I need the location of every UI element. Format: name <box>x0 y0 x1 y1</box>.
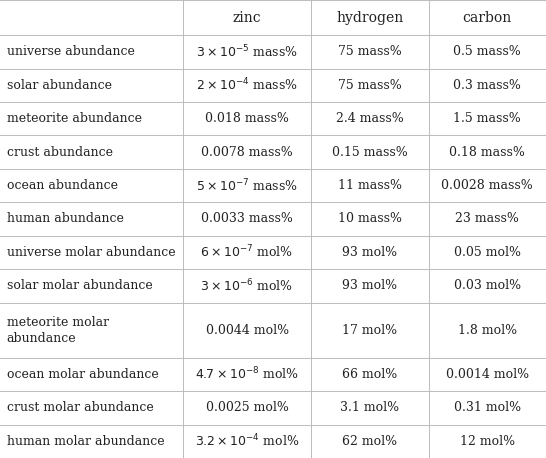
Text: solar abundance: solar abundance <box>7 79 111 92</box>
Text: 0.018 mass%: 0.018 mass% <box>205 112 289 125</box>
Text: 10 mass%: 10 mass% <box>338 213 402 225</box>
Text: 0.0025 mol%: 0.0025 mol% <box>206 401 288 414</box>
Text: 0.0078 mass%: 0.0078 mass% <box>201 146 293 158</box>
Text: meteorite abundance: meteorite abundance <box>7 112 141 125</box>
Text: solar molar abundance: solar molar abundance <box>7 279 152 292</box>
Text: 11 mass%: 11 mass% <box>338 179 402 192</box>
Text: $2\times10^{-4}$ mass%: $2\times10^{-4}$ mass% <box>196 77 298 93</box>
Text: 62 mol%: 62 mol% <box>342 435 397 448</box>
Text: $3\times10^{-6}$ mol%: $3\times10^{-6}$ mol% <box>200 278 294 294</box>
Text: carbon: carbon <box>462 11 512 25</box>
Text: $3\times10^{-5}$ mass%: $3\times10^{-5}$ mass% <box>196 44 298 60</box>
Text: universe abundance: universe abundance <box>7 45 134 58</box>
Text: 93 mol%: 93 mol% <box>342 279 397 292</box>
Text: 0.0014 mol%: 0.0014 mol% <box>446 368 529 381</box>
Text: crust abundance: crust abundance <box>7 146 112 158</box>
Text: ocean abundance: ocean abundance <box>7 179 117 192</box>
Text: 75 mass%: 75 mass% <box>338 79 402 92</box>
Text: 1.8 mol%: 1.8 mol% <box>458 324 517 337</box>
Text: 93 mol%: 93 mol% <box>342 246 397 259</box>
Text: 23 mass%: 23 mass% <box>455 213 519 225</box>
Text: 0.0028 mass%: 0.0028 mass% <box>441 179 533 192</box>
Text: 0.0033 mass%: 0.0033 mass% <box>201 213 293 225</box>
Text: 0.15 mass%: 0.15 mass% <box>332 146 408 158</box>
Text: 0.05 mol%: 0.05 mol% <box>454 246 521 259</box>
Text: 0.5 mass%: 0.5 mass% <box>453 45 521 58</box>
Text: 17 mol%: 17 mol% <box>342 324 397 337</box>
Text: $3.2\times10^{-4}$ mol%: $3.2\times10^{-4}$ mol% <box>195 433 299 450</box>
Text: hydrogen: hydrogen <box>336 11 403 25</box>
Text: 75 mass%: 75 mass% <box>338 45 402 58</box>
Text: $4.7\times10^{-8}$ mol%: $4.7\times10^{-8}$ mol% <box>195 366 299 383</box>
Text: crust molar abundance: crust molar abundance <box>7 401 153 414</box>
Text: zinc: zinc <box>233 11 262 25</box>
Text: 2.4 mass%: 2.4 mass% <box>336 112 404 125</box>
Text: human molar abundance: human molar abundance <box>7 435 164 448</box>
Text: 0.0044 mol%: 0.0044 mol% <box>205 324 289 337</box>
Text: human abundance: human abundance <box>7 213 123 225</box>
Text: $6\times10^{-7}$ mol%: $6\times10^{-7}$ mol% <box>200 244 294 261</box>
Text: 0.3 mass%: 0.3 mass% <box>453 79 521 92</box>
Text: $5\times10^{-7}$ mass%: $5\times10^{-7}$ mass% <box>196 177 298 194</box>
Text: 0.03 mol%: 0.03 mol% <box>454 279 521 292</box>
Text: 0.31 mol%: 0.31 mol% <box>454 401 521 414</box>
Text: 0.18 mass%: 0.18 mass% <box>449 146 525 158</box>
Text: 12 mol%: 12 mol% <box>460 435 515 448</box>
Text: 1.5 mass%: 1.5 mass% <box>453 112 521 125</box>
Text: ocean molar abundance: ocean molar abundance <box>7 368 158 381</box>
Text: 3.1 mol%: 3.1 mol% <box>340 401 400 414</box>
Text: 66 mol%: 66 mol% <box>342 368 397 381</box>
Text: universe molar abundance: universe molar abundance <box>7 246 175 259</box>
Text: meteorite molar
abundance: meteorite molar abundance <box>7 316 109 344</box>
